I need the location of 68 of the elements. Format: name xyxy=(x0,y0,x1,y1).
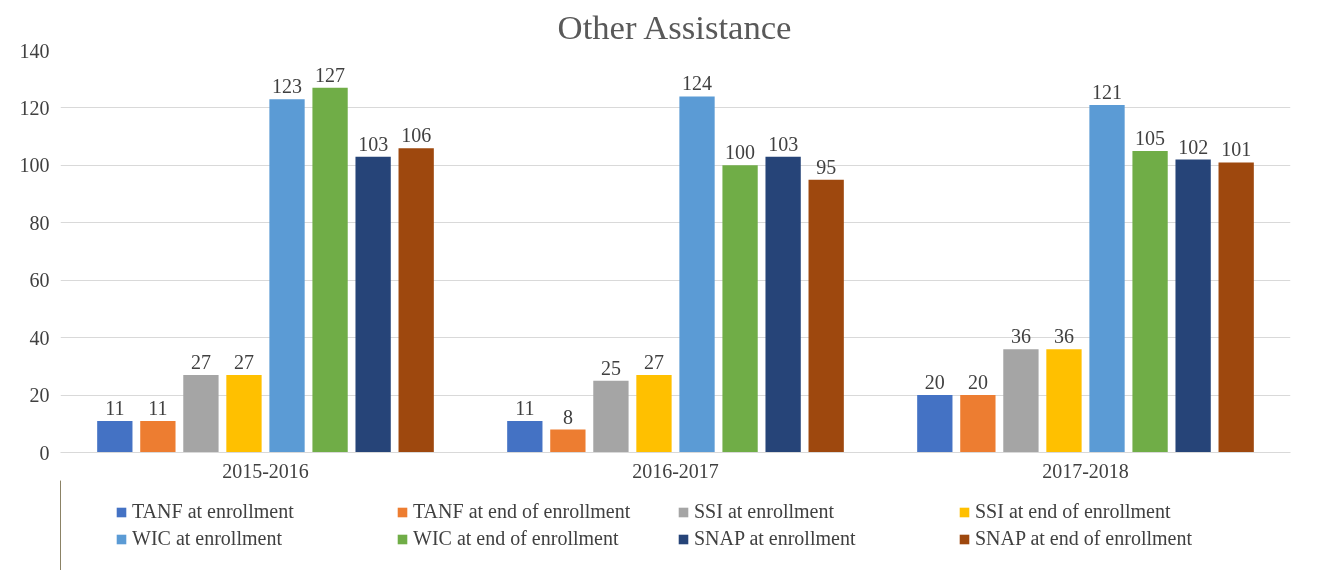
y-tick-label: 140 xyxy=(19,39,50,62)
bar xyxy=(97,420,133,453)
data-label: 27 xyxy=(190,350,211,373)
data-label: 100 xyxy=(725,141,756,164)
legend-label: TANF at end of enrollment xyxy=(413,500,632,523)
bar xyxy=(808,179,844,453)
bar xyxy=(140,420,176,453)
y-tick-label: 60 xyxy=(29,269,50,292)
data-label: 123 xyxy=(272,75,303,98)
bar xyxy=(722,165,758,453)
data-label: 95 xyxy=(816,155,837,178)
legend-label: WIC at end of enrollment xyxy=(413,527,620,550)
bar xyxy=(1132,151,1168,453)
data-label: 102 xyxy=(1178,135,1209,158)
data-label: 11 xyxy=(148,396,168,419)
bar xyxy=(226,374,262,453)
data-label: 27 xyxy=(233,350,254,373)
bar xyxy=(1175,159,1211,453)
bar xyxy=(312,87,348,453)
bar xyxy=(917,395,953,453)
chart-title: Other Assistance xyxy=(557,7,792,46)
legend-label: SNAP at enrollment xyxy=(694,527,857,550)
y-tick-label: 20 xyxy=(29,384,50,407)
y-tick-label: 0 xyxy=(39,441,50,464)
bar xyxy=(960,395,996,453)
y-tick-label: 120 xyxy=(19,96,50,119)
data-label: 103 xyxy=(358,132,389,155)
data-label: 36 xyxy=(1010,325,1031,348)
data-label: 124 xyxy=(682,72,713,95)
legend-label: SSI at enrollment xyxy=(694,500,835,523)
bar xyxy=(593,380,629,453)
bar xyxy=(1046,349,1082,453)
data-label: 106 xyxy=(401,124,432,147)
data-label: 11 xyxy=(515,396,535,419)
legend-label: WIC at enrollment xyxy=(132,527,283,550)
bar xyxy=(679,96,715,453)
legend-label: SNAP at end of enrollment xyxy=(975,527,1193,550)
bar xyxy=(507,420,543,453)
data-label: 121 xyxy=(1092,81,1123,104)
y-tick-label: 100 xyxy=(19,154,50,177)
bar xyxy=(183,374,219,453)
data-label: 20 xyxy=(967,371,988,394)
data-label: 25 xyxy=(600,356,621,379)
data-label: 103 xyxy=(768,132,799,155)
data-label: 105 xyxy=(1135,127,1166,149)
bar xyxy=(550,429,586,453)
data-label: 127 xyxy=(315,63,346,86)
bar xyxy=(1003,349,1039,453)
bar xyxy=(398,148,434,453)
x-tick-label: 2015-2016 xyxy=(222,459,309,482)
data-label: 36 xyxy=(1053,325,1074,348)
bar xyxy=(269,99,305,453)
x-tick-label: 2017-2018 xyxy=(1042,459,1129,482)
legend-label: TANF at enrollment xyxy=(132,500,295,523)
data-label: 8 xyxy=(562,405,573,428)
bar xyxy=(765,156,801,453)
x-tick-label: 2016-2017 xyxy=(632,459,719,482)
data-label: 101 xyxy=(1221,138,1252,161)
data-label: 20 xyxy=(924,371,945,394)
data-label: 27 xyxy=(643,350,664,373)
data-label: 11 xyxy=(105,396,125,419)
y-tick-label: 80 xyxy=(29,211,50,234)
bar xyxy=(636,374,672,453)
legend-label: SSI at end of enrollment xyxy=(975,500,1172,523)
bar xyxy=(1218,162,1254,453)
y-tick-label: 40 xyxy=(29,326,50,349)
bar xyxy=(1089,105,1125,453)
bar xyxy=(355,156,391,453)
